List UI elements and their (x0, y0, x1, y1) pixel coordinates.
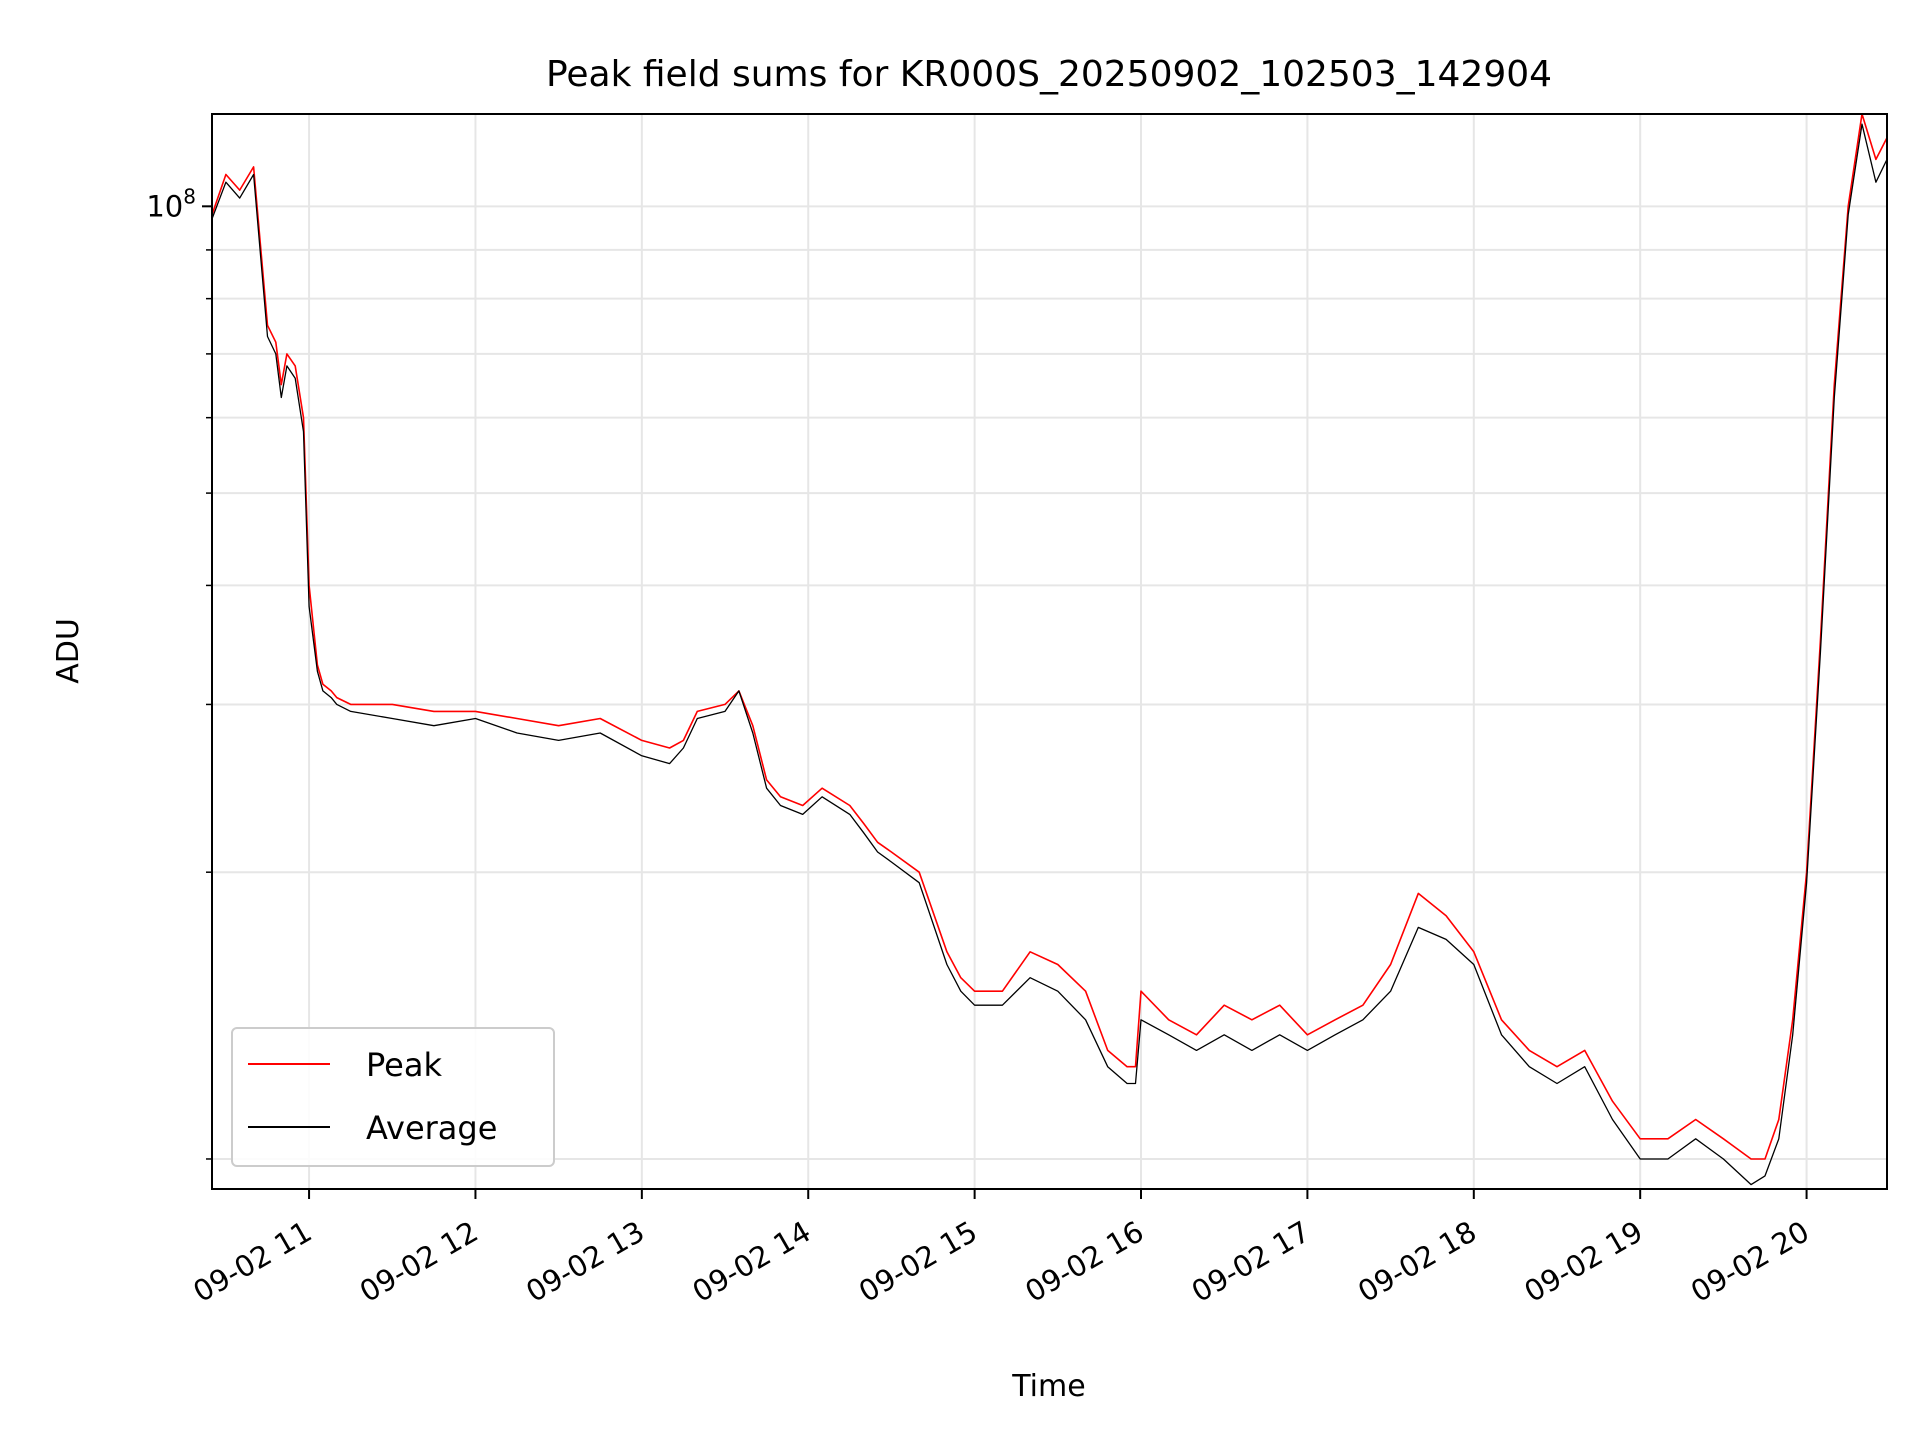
series-layer (211, 113, 1888, 1186)
series-line-average (211, 123, 1888, 1186)
plot-area (212, 114, 1887, 1189)
series-line-peak (211, 113, 1888, 1160)
grid (212, 114, 1887, 1189)
legend: Peak Average (231, 1027, 555, 1167)
y-tick-label-base: 10 (146, 189, 183, 223)
x-axis-title: Time (1011, 1369, 1085, 1404)
legend-peak-label: Peak (366, 1046, 442, 1084)
legend-box (231, 1027, 555, 1167)
y-axis-title: ADU (51, 618, 86, 684)
y-tick-label-exponent: 8 (183, 184, 196, 208)
chart-title: Peak field sums for KR000S_20250902_1025… (546, 54, 1552, 95)
legend-average-label: Average (366, 1109, 497, 1147)
plot-frame (211, 113, 1888, 1190)
y-tick-label: 108 (146, 184, 196, 223)
